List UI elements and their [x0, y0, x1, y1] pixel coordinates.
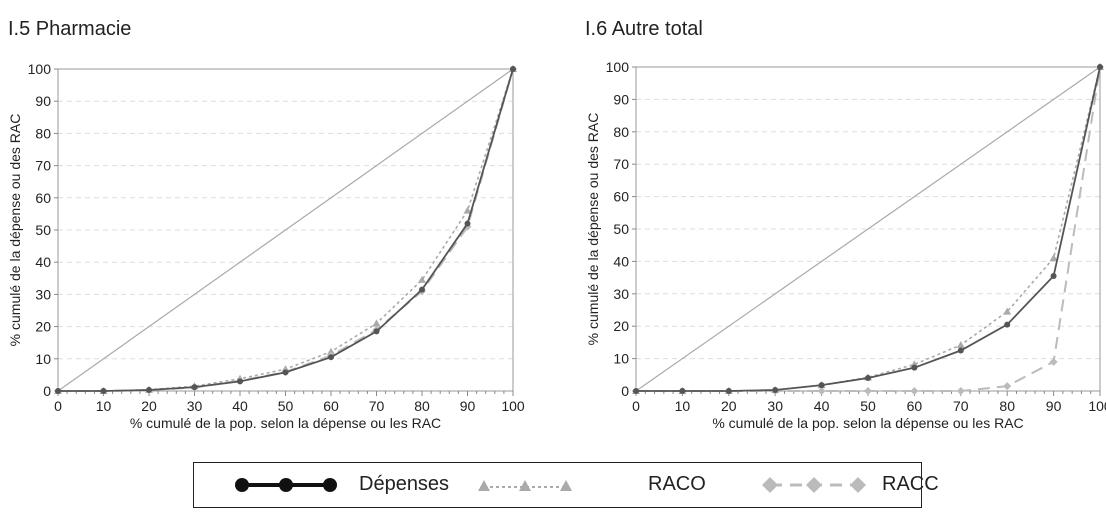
- legend-racc-symbol: [762, 477, 866, 493]
- legend-depenses-symbol: [235, 478, 337, 492]
- y-axis-label: % cumulé de la dépense ou des RAC: [7, 114, 23, 347]
- point-depenses: [1050, 272, 1057, 279]
- point-depenses: [865, 375, 871, 382]
- point-racc: [864, 387, 872, 395]
- y-axis-label: % cumulé de la dépense ou des RAC: [585, 113, 601, 346]
- x-tick-label: 70: [369, 398, 385, 414]
- y-tick-label: 60: [35, 190, 51, 206]
- y-tick-label: 10: [35, 351, 51, 367]
- point-depenses: [1097, 64, 1103, 70]
- point-depenses: [373, 328, 380, 335]
- y-tick-label: 20: [613, 318, 629, 334]
- y-tick-label: 20: [35, 319, 51, 335]
- y-tick-label: 0: [43, 383, 51, 399]
- y-tick-label: 40: [35, 254, 51, 270]
- point-depenses: [191, 384, 198, 391]
- x-tick-label: 80: [999, 398, 1015, 414]
- point-depenses: [957, 347, 964, 354]
- y-tick-label: 50: [613, 221, 629, 237]
- y-tick-label: 100: [606, 59, 630, 75]
- x-tick-label: 30: [767, 398, 783, 414]
- x-tick-label: 20: [721, 398, 737, 414]
- x-tick-label: 90: [460, 398, 476, 414]
- x-tick-label: 0: [54, 398, 62, 414]
- x-tick-label: 50: [278, 398, 294, 414]
- point-raco: [1003, 307, 1012, 315]
- point-raco: [463, 206, 472, 214]
- y-tick-label: 90: [613, 91, 629, 107]
- y-tick-label: 80: [35, 125, 51, 141]
- point-racc: [1049, 357, 1058, 366]
- chart-pharmacie: 0 10 20 30 40 50 60 70 80 90 100 0 10 20 30 40 50 60 70 80 9…: [7, 61, 525, 431]
- point-racc: [1003, 382, 1012, 391]
- point-racc: [817, 387, 826, 395]
- y-tick-label: 40: [613, 253, 629, 269]
- y-tick-label: 50: [35, 222, 51, 238]
- x-tick-label: 70: [953, 398, 969, 414]
- y-tick-label: 70: [35, 158, 51, 174]
- x-tick-label: 60: [907, 398, 923, 414]
- point-depenses: [464, 220, 471, 227]
- legend-raco-label: RACO: [648, 473, 706, 495]
- y-tick-label: 90: [35, 93, 51, 109]
- x-tick-label: 40: [814, 398, 830, 414]
- chart-title-autre-total: I.6 Autre total: [585, 18, 703, 40]
- point-depenses: [419, 286, 425, 293]
- point-depenses: [679, 388, 686, 394]
- x-tick-label: 10: [96, 398, 112, 414]
- y-tick-label: 30: [35, 286, 51, 302]
- x-tick-label: 90: [1046, 398, 1062, 414]
- point-depenses: [237, 378, 243, 385]
- y-tick-label: 70: [613, 156, 629, 172]
- point-depenses: [282, 369, 289, 376]
- x-tick-label: 30: [187, 398, 203, 414]
- legend-racc-label: RACC: [882, 473, 939, 495]
- x-tick-label: 0: [632, 398, 640, 414]
- legend-depenses-label: Dépenses: [359, 473, 450, 495]
- point-depenses: [55, 388, 61, 394]
- point-raco: [372, 319, 381, 327]
- point-depenses: [146, 387, 152, 394]
- point-depenses: [510, 66, 516, 72]
- point-racc: [956, 387, 965, 395]
- point-depenses: [818, 382, 825, 389]
- x-tick-label: 100: [1088, 398, 1106, 414]
- x-tick-label: 100: [501, 398, 525, 414]
- x-tick-label: 20: [141, 398, 157, 414]
- y-tick-label: 10: [613, 351, 629, 367]
- x-tick-label: 40: [232, 398, 248, 414]
- point-depenses: [911, 364, 918, 371]
- x-tick-label: 80: [414, 398, 430, 414]
- point-depenses: [100, 388, 107, 394]
- point-depenses: [1004, 321, 1011, 328]
- y-tick-label: 60: [613, 189, 629, 205]
- point-raco: [418, 275, 426, 283]
- chart-title-pharmacie: I.5 Pharmacie: [8, 18, 132, 40]
- x-tick-label: 50: [860, 398, 876, 414]
- legend: Dépenses RACO RACC: [193, 462, 939, 508]
- x-axis-label: % cumulé de la pop. selon la dépense ou …: [712, 415, 1023, 431]
- chart-autre-total: 0 10 20 30 40 50 60 70 80 90 100 0 10 20 30 40 50 60 70 80 9…: [585, 59, 1106, 431]
- point-raco: [956, 340, 965, 348]
- equality-line: [57, 68, 514, 392]
- y-tick-label: 0: [621, 383, 629, 399]
- point-raco: [327, 347, 335, 355]
- y-tick-label: 80: [613, 124, 629, 140]
- legend-raco-symbol: [478, 480, 572, 491]
- equality-line: [635, 66, 1101, 392]
- point-depenses: [725, 388, 732, 394]
- point-depenses: [633, 388, 639, 394]
- x-axis-label: % cumulé de la pop. selon la dépense ou …: [130, 415, 441, 431]
- x-tick-label: 60: [323, 398, 339, 414]
- point-depenses: [328, 354, 334, 361]
- x-tick-label: 10: [675, 398, 691, 414]
- point-raco: [1049, 254, 1058, 262]
- point-racc: [910, 387, 919, 395]
- y-tick-label: 100: [28, 61, 52, 77]
- y-tick-label: 30: [613, 286, 629, 302]
- point-depenses: [772, 387, 779, 394]
